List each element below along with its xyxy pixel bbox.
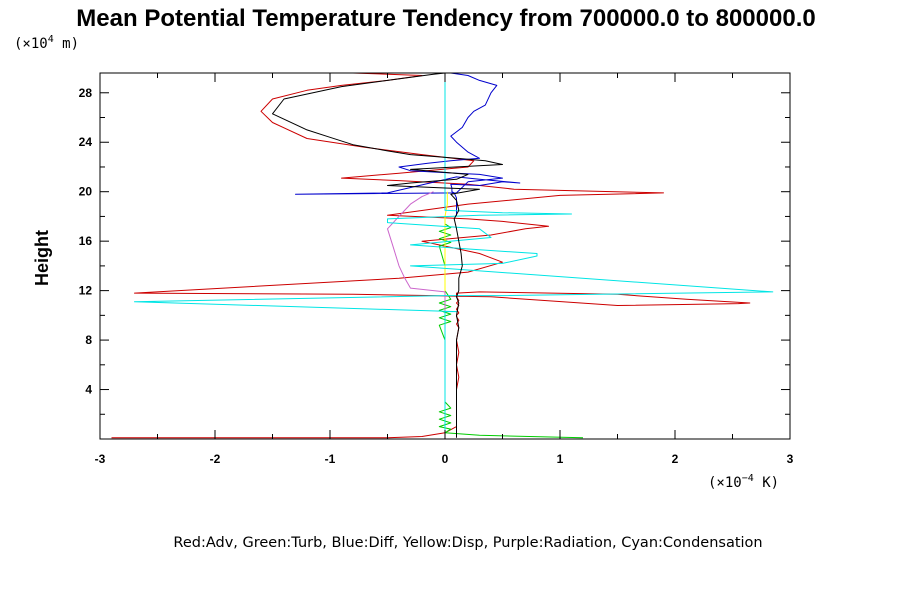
x-unit-label: (×10−4 K)	[708, 473, 779, 491]
x-tick-label: 3	[787, 452, 794, 466]
y-tick-label: 24	[79, 135, 93, 149]
series-line-radiation	[387, 191, 446, 438]
x-tick-label: -1	[325, 452, 336, 466]
y-tick-label: 16	[79, 234, 93, 248]
series-line-condensation	[134, 73, 774, 438]
y-tick-label: 8	[85, 333, 92, 347]
y-unit-label: (×104 m)	[14, 34, 79, 52]
legend-text: Red:Adv, Green:Turb, Blue:Diff, Yellow:D…	[173, 535, 762, 551]
series-line-adv	[111, 73, 751, 439]
y-axis-label: Height	[32, 230, 52, 286]
y-tick-label: 20	[79, 185, 93, 199]
series-line-turb	[438, 216, 584, 439]
y-tick-label: 28	[79, 86, 93, 100]
x-tick-label: 2	[672, 452, 679, 466]
chart-title: Mean Potential Temperature Tendency from…	[76, 5, 815, 32]
x-tick-label: -2	[210, 452, 221, 466]
x-tick-label: -3	[95, 452, 106, 466]
x-tick-label: 0	[442, 452, 449, 466]
series-layer	[111, 73, 774, 439]
series-line-diff	[295, 73, 521, 217]
series-line-total	[272, 73, 503, 438]
y-tick-label: 12	[79, 284, 93, 298]
x-tick-label: 1	[557, 452, 564, 466]
y-tick-label: 4	[85, 383, 92, 397]
